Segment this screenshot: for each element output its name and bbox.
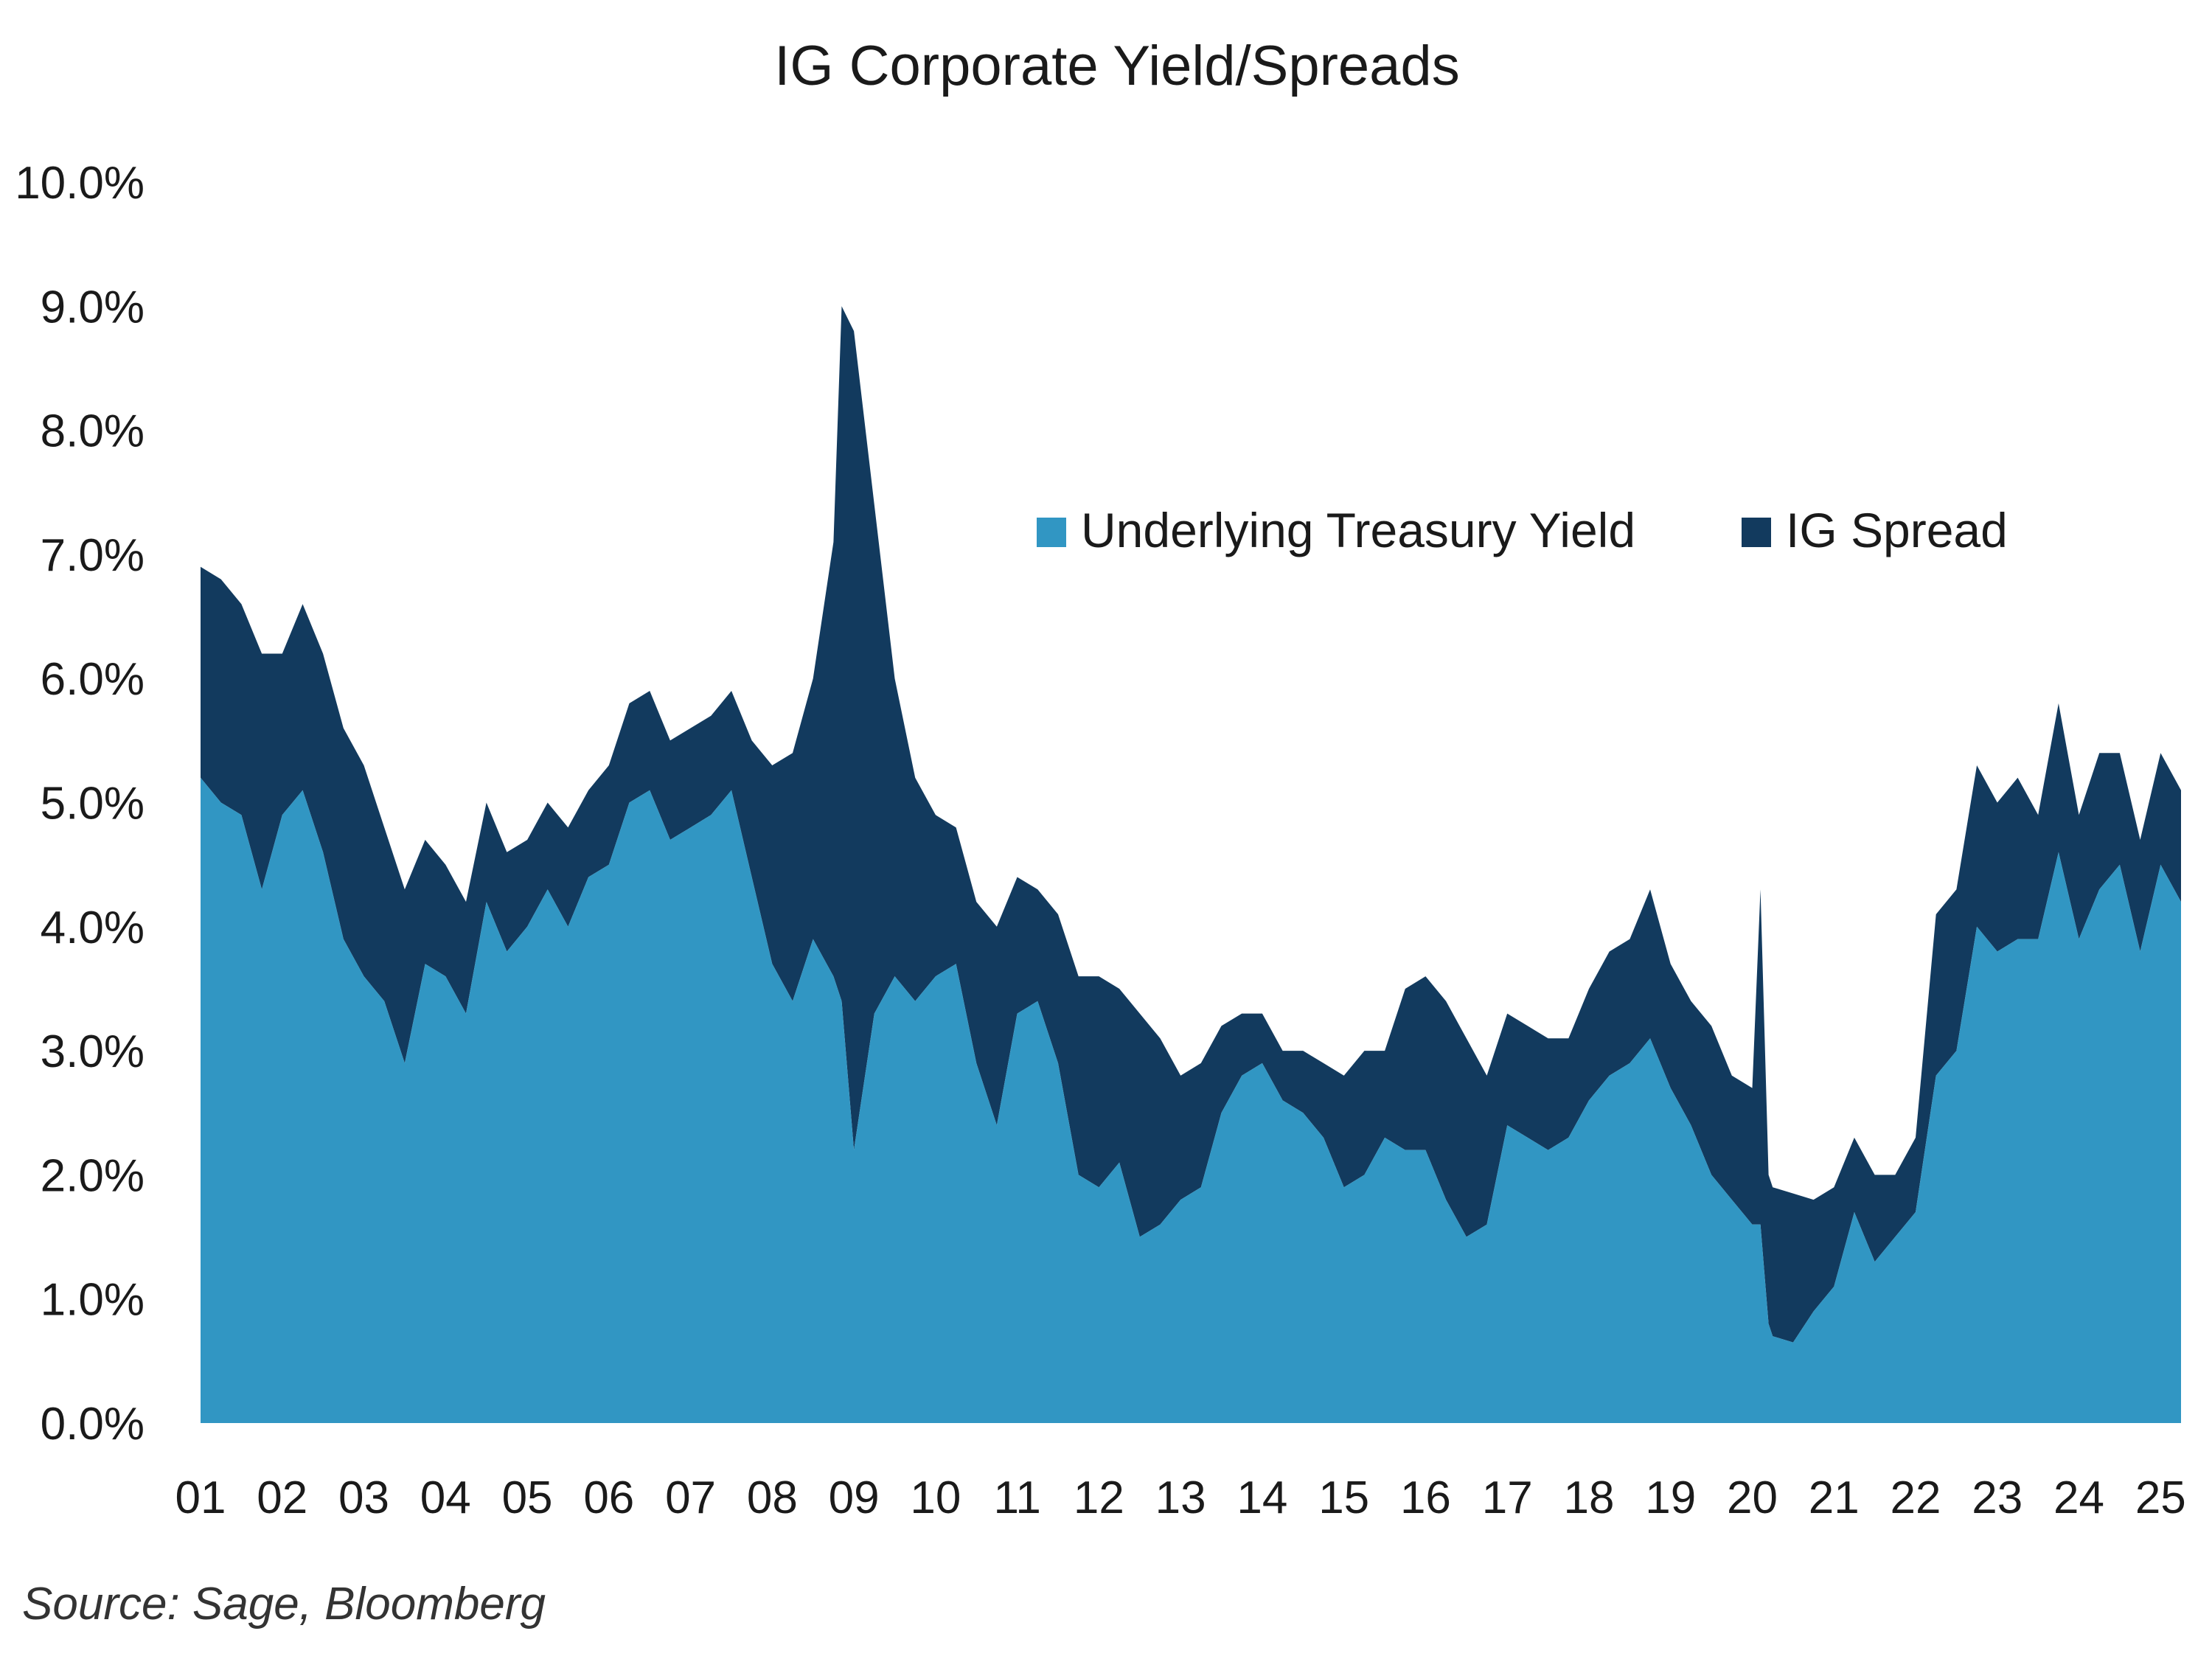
source-note: Source: Sage, Bloomberg bbox=[22, 1579, 546, 1630]
x-tick-label: 18 bbox=[1563, 1472, 1614, 1523]
y-tick-label: 3.0% bbox=[41, 1026, 145, 1077]
legend: Underlying Treasury Yield IG Spread bbox=[1037, 503, 2008, 557]
y-axis: 0.0% 1.0% 2.0% 3.0% 4.0% 5.0% 6.0% 7.0% 8.0% 9.0%… bbox=[15, 158, 145, 1450]
x-tick-label: 09 bbox=[829, 1472, 880, 1523]
x-tick-label: 08 bbox=[747, 1472, 798, 1523]
x-tick-label: 13 bbox=[1155, 1472, 1206, 1523]
x-tick-label: 15 bbox=[1318, 1472, 1369, 1523]
y-tick-label: 5.0% bbox=[41, 779, 145, 830]
y-tick-label: 4.0% bbox=[41, 902, 145, 953]
x-tick-label: 01 bbox=[175, 1472, 226, 1523]
x-tick-label: 07 bbox=[665, 1472, 716, 1523]
x-axis: 01 02 03 04 05 06 07 08 09 10 11 12 13 14 15 16 17 18 19 20… bbox=[175, 1472, 2186, 1523]
series-area-treasury-yield bbox=[201, 777, 2181, 1423]
x-tick-label: 17 bbox=[1482, 1472, 1533, 1523]
x-tick-label: 21 bbox=[1809, 1472, 1860, 1523]
x-tick-label: 19 bbox=[1645, 1472, 1696, 1523]
y-tick-label: 0.0% bbox=[41, 1399, 145, 1450]
x-tick-label: 04 bbox=[420, 1472, 471, 1523]
legend-label-spread: IG Spread bbox=[1786, 503, 2008, 557]
plot-area bbox=[201, 306, 2181, 1423]
series-area-ig-spread bbox=[201, 306, 2181, 1343]
x-tick-label: 20 bbox=[1727, 1472, 1778, 1523]
x-tick-label: 12 bbox=[1074, 1472, 1124, 1523]
legend-swatch-spread bbox=[1742, 518, 1771, 547]
y-tick-label: 1.0% bbox=[41, 1275, 145, 1326]
x-tick-label: 06 bbox=[583, 1472, 634, 1523]
y-tick-label: 10.0% bbox=[15, 158, 145, 209]
legend-swatch-treasury bbox=[1037, 518, 1066, 547]
x-tick-label: 14 bbox=[1237, 1472, 1287, 1523]
x-tick-label: 16 bbox=[1400, 1472, 1451, 1523]
y-tick-label: 8.0% bbox=[41, 406, 145, 457]
x-tick-label: 24 bbox=[2053, 1472, 2104, 1523]
y-tick-label: 9.0% bbox=[41, 282, 145, 333]
x-tick-label: 05 bbox=[502, 1472, 553, 1523]
x-tick-label: 22 bbox=[1891, 1472, 1941, 1523]
x-tick-label: 11 bbox=[993, 1472, 1040, 1523]
x-tick-label: 02 bbox=[257, 1472, 307, 1523]
y-tick-label: 7.0% bbox=[41, 530, 145, 581]
x-tick-label: 10 bbox=[910, 1472, 961, 1523]
x-tick-label: 25 bbox=[2135, 1472, 2186, 1523]
y-tick-label: 2.0% bbox=[41, 1150, 145, 1201]
y-tick-label: 6.0% bbox=[41, 654, 145, 705]
x-tick-label: 23 bbox=[1972, 1472, 2023, 1523]
chart-title: IG Corporate Yield/Spreads bbox=[774, 35, 1459, 97]
x-tick-label: 03 bbox=[338, 1472, 389, 1523]
legend-label-treasury: Underlying Treasury Yield bbox=[1081, 503, 1635, 557]
